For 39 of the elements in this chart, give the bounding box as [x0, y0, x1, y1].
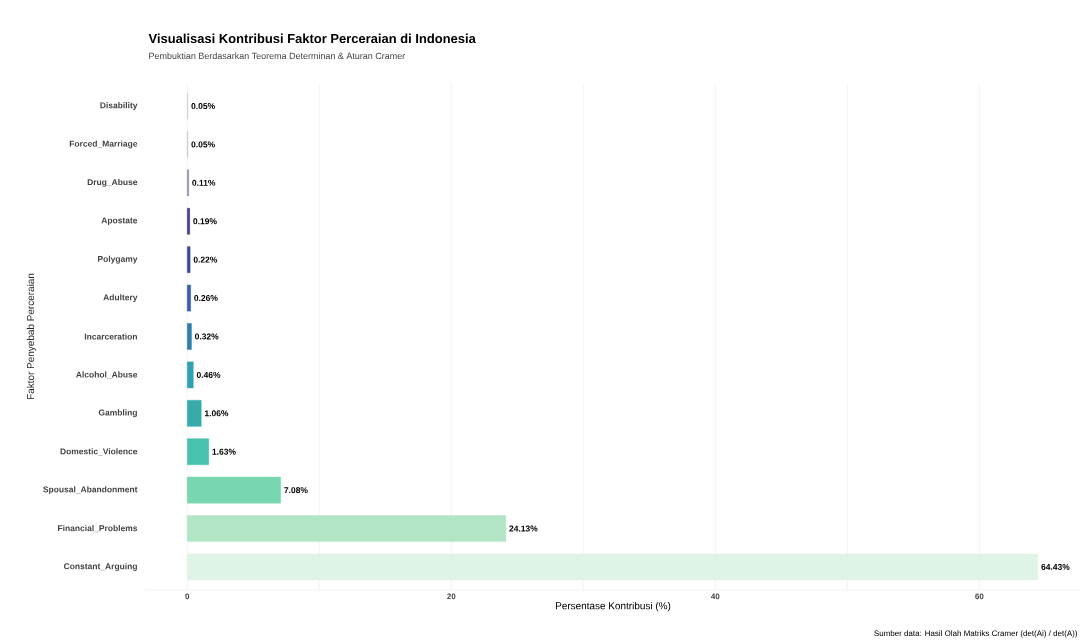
y-tick-label: Domestic_Violence [60, 448, 138, 456]
data-label: 1.63% [212, 448, 236, 455]
y-axis-title: Faktor Penyebab Perceraian [26, 273, 37, 400]
bar [187, 208, 190, 235]
y-tick-label: Gambling [98, 409, 137, 418]
data-label: 1.06% [204, 410, 229, 417]
data-label: 0.05% [191, 141, 215, 148]
data-label: 64.43% [1041, 563, 1070, 570]
y-tick-label: Forced_Marriage [69, 140, 138, 149]
bar [187, 400, 202, 427]
y-tick-label: Adultery [103, 294, 138, 303]
bar [187, 323, 192, 350]
y-tick-label: Apostate [101, 217, 138, 226]
bar [187, 361, 194, 389]
y-tick-label: Disability [100, 102, 138, 110]
bar [187, 476, 281, 504]
y-tick-label: Financial_Problems [58, 524, 138, 533]
data-label: 0.05% [191, 103, 215, 110]
data-label: 7.08% [284, 487, 308, 494]
data-label: 0.32% [195, 333, 219, 340]
data-label: 0.22% [193, 256, 218, 263]
data-label: 0.19% [193, 218, 217, 225]
x-axis-title: Persentase Kontribusi (%) [555, 602, 671, 612]
bar [187, 515, 507, 542]
data-label: 0.26% [194, 295, 218, 302]
y-tick-label: Polygamy [98, 255, 138, 264]
chart-title: Visualisasi Kontribusi Faktor Perceraian di Indonesia [148, 33, 476, 44]
data-label: 24.13% [509, 525, 538, 532]
data-label: 0.11% [192, 179, 216, 186]
y-tick-label: Incarceration [84, 333, 137, 340]
y-tick-label: Alcohol_Abuse [76, 371, 138, 379]
bar [187, 284, 191, 312]
chart-subtitle: Pembuktian Berdasarkan Teorema Determinan & Aturan Cramer [149, 52, 405, 60]
y-tick-label: Constant_Arguing [63, 562, 137, 571]
bar [187, 246, 191, 273]
data-label: 0.46% [196, 371, 221, 378]
bar [187, 438, 209, 465]
y-tick-label: Drug_Abuse [87, 178, 138, 187]
y-tick-label: Spousal_Abandonment [43, 486, 138, 495]
